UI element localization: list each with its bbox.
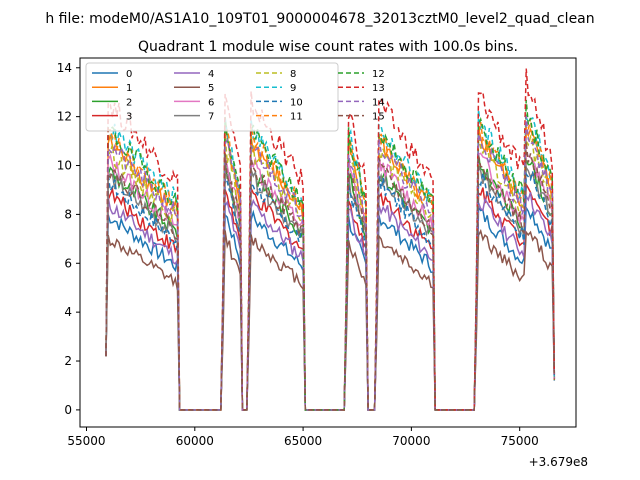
legend-label-5: 5 (208, 83, 214, 94)
legend-label-10: 10 (290, 97, 303, 108)
y-tick-label: 0 (64, 403, 72, 417)
series-line-5 (105, 228, 556, 411)
x-axis-ticks: 55000 60000 65000 70000 75000 (67, 427, 539, 448)
legend-label-0: 0 (126, 69, 132, 80)
x-tick-label: 65000 (284, 434, 322, 448)
y-axis-ticks: 0 2 4 6 8 10 12 14 (57, 61, 80, 417)
legend-box (85, 62, 339, 132)
x-tick-label: 60000 (176, 434, 214, 448)
x-axis-offset-label: +3.679e8 (529, 455, 588, 469)
y-tick-label: 14 (57, 61, 72, 75)
legend-label-15: 15 (372, 112, 385, 123)
x-tick-label: 70000 (392, 434, 430, 448)
legend-label-4: 4 (208, 69, 214, 80)
x-tick-label: 55000 (67, 434, 105, 448)
chart-title: Quadrant 1 module wise count rates with … (138, 39, 518, 55)
series-line-12 (105, 99, 556, 411)
series-line-14 (105, 116, 556, 411)
legend-label-1: 1 (126, 83, 132, 94)
legend-label-3: 3 (126, 112, 132, 123)
y-tick-label: 6 (64, 256, 72, 270)
series-line-11 (105, 118, 556, 411)
y-tick-label: 2 (64, 354, 72, 368)
legend-label-9: 9 (290, 83, 296, 94)
legend-label-12: 12 (372, 69, 385, 80)
legend-label-11: 11 (290, 112, 303, 123)
axes-frame (79, 57, 577, 428)
y-tick-label: 12 (57, 110, 72, 124)
legend-label-7: 7 (208, 112, 214, 123)
y-tick-label: 10 (57, 159, 72, 173)
series-line-15 (105, 141, 556, 411)
legend-label-8: 8 (290, 69, 296, 80)
figure-suptitle: h file: modeM0/AS1A10_109T01_9000004678_… (45, 11, 594, 27)
legend-label-6: 6 (208, 97, 214, 108)
y-tick-label: 4 (64, 305, 72, 319)
x-tick-label: 75000 (501, 434, 539, 448)
y-tick-label: 8 (64, 207, 72, 221)
plot-lines (105, 68, 556, 411)
axes-spines (79, 57, 577, 428)
legend-label-13: 13 (372, 83, 385, 94)
legend-label-2: 2 (126, 97, 132, 108)
legend-label-14: 14 (372, 97, 385, 108)
series-line-6 (105, 149, 556, 411)
